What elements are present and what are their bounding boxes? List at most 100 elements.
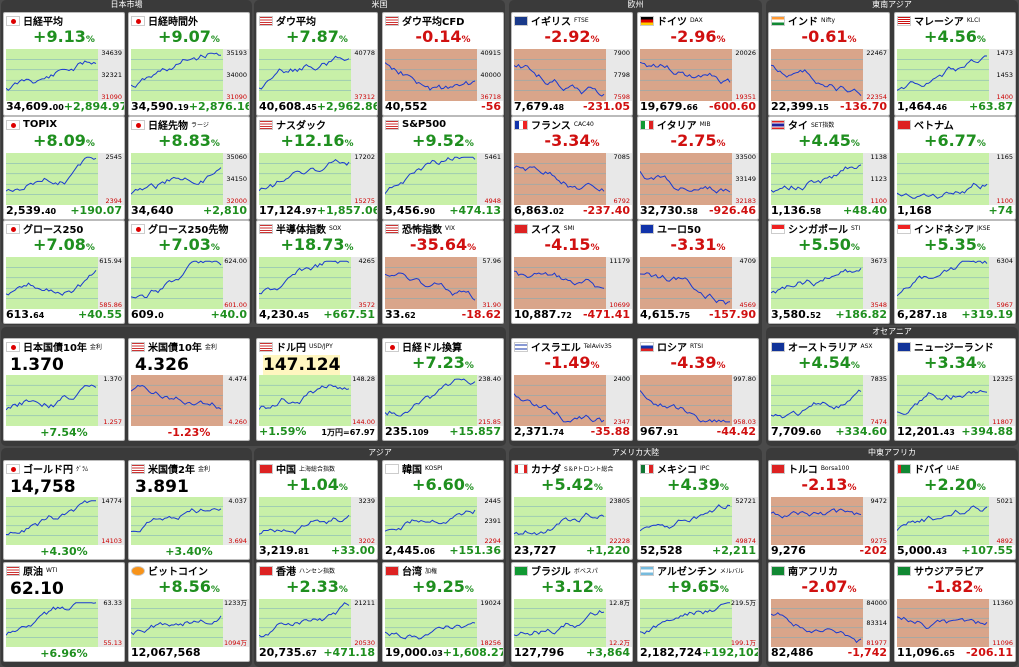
chart-axis-area — [863, 257, 889, 309]
market-card-hk[interactable]: 香港 ハンセン指数 21211 20530 +2.33% 20,735.67 +471.18 — [256, 562, 378, 662]
card-footer: 17,124.97 +1,857.06 — [259, 204, 377, 218]
ar-flag-icon — [640, 565, 654, 576]
change-percent: -2.96% — [670, 27, 726, 46]
market-card-nikkei[interactable]: 日経平均 34639 32321 31090 +9.13% 34,609.00 +2,894… — [3, 12, 125, 116]
market-card-sti[interactable]: シンガポール STI 3673 3548 +5.50% 3,580.52 +186.82 — [768, 220, 890, 324]
market-card-topix[interactable]: TOPIX 2545 2394 +8.09% 2,539.40 +190.07 — [3, 116, 125, 220]
market-card-growth-fut[interactable]: グロース250先物 624.00 601.00 +7.03% 609.0 +40.0 — [128, 220, 250, 324]
card-title: ブラジル — [531, 567, 571, 578]
market-card-euro50[interactable]: ユーロ50 4709 4569 -3.31% 4,615.75 -157.90 — [637, 220, 759, 324]
market-card-dax[interactable]: ドイツ DAX 20026 19351 -2.96% 19,679.66 -600.60 — [637, 12, 759, 116]
market-card-vn[interactable]: ベトナム 1165 1100 +6.77% 1,168 +74 — [894, 116, 1016, 220]
current-value: 235.109 — [385, 425, 429, 438]
market-card-sp500[interactable]: S&P500 5461 4948 +9.52% 5,456.90 +474.13 — [382, 116, 504, 220]
market-card-dow-cfd[interactable]: ダウ平均CFD 40915 40000 36718 -0.14% 40,552 -56 — [382, 12, 504, 116]
axis-tick-label: 9472 — [870, 497, 887, 505]
chart-axis-area — [606, 153, 632, 205]
axis-tick-label: 238.40 — [478, 375, 501, 383]
price-line — [640, 390, 730, 423]
market-card-nifty[interactable]: インド Nifty 22467 22354 -0.61% 22,399.15 -136.70 — [768, 12, 890, 116]
market-card-nk-usd[interactable]: 日経ドル換算 238.40 215.85 +7.23% 235.109 +15.857 — [382, 338, 504, 441]
price-chart: 624.00 601.00 — [131, 257, 249, 309]
tr-flag-icon — [771, 463, 785, 474]
card-footer: 10,887.72 -471.41 — [514, 308, 630, 322]
market-card-wti[interactable]: 原油 WTI 63.33 55.13 62.10 +6.96% — [3, 562, 125, 662]
card-footer: 6,863.02 -237.40 — [514, 204, 630, 218]
price-chart: 23805 22228 — [514, 497, 632, 545]
market-card-nz[interactable]: ニュージーランド 12325 11807 +3.34% 12,201.43 +394.88 — [894, 338, 1016, 441]
change-percent: +8.09% — [33, 131, 95, 150]
price-line — [897, 182, 988, 199]
market-card-turkey[interactable]: トルコ Borsa100 9472 9275 -2.13% 9,276 -202 — [768, 460, 890, 560]
market-card-vix[interactable]: 恐怖指数 VIX 57.96 31.90 -35.64% 33.62 -18.62 — [382, 220, 504, 324]
axis-tick-label: 32183 — [735, 197, 756, 205]
axis-tick-label: 49874 — [735, 537, 756, 545]
market-card-rtsi[interactable]: ロシア RTSI 997.80 958.03 -4.39% 967.91 -44.42 — [637, 338, 759, 441]
market-card-argentina[interactable]: アルゼンチン メルバル 219.5万 199.1万 +9.65% 2,182,724 +19… — [637, 562, 759, 662]
card-title: イタリア — [657, 121, 697, 132]
card-subtitle: TelAviv35 — [583, 343, 612, 350]
market-card-usdjpy[interactable]: ドル円 USD/JPY 148.28 144.00 147.124 +1.59% 1万円=6… — [256, 338, 378, 441]
change-percent: +5.35% — [924, 235, 986, 254]
card-title: グロース250 — [23, 225, 84, 236]
axis-tick-label: 21211 — [354, 599, 375, 607]
market-card-gold[interactable]: ゴールド円 ｸﾞﾗﾑ 14774 14103 14,758 +4.30% — [3, 460, 125, 560]
change-percent: -2.07% — [801, 577, 857, 596]
market-card-ta35[interactable]: イスラエル TelAviv35 2400 2347 -1.49% 2,371.74 -35.… — [511, 338, 633, 441]
market-card-growth250[interactable]: グロース250 615.94 585.86 +7.08% 613.64 +40.55 — [3, 220, 125, 324]
change-value: +48.40 — [842, 204, 887, 217]
card-subtitle: 金利 — [197, 466, 210, 473]
market-card-china[interactable]: 中国 上海総合指数 3239 3202 +1.04% 3,219.81 +33.00 — [256, 460, 378, 560]
market-card-jkse[interactable]: インドネシア JKSE 6304 5967 +5.35% 6,287.18 +319.19 — [894, 220, 1016, 324]
market-card-kospi[interactable]: 韓国 KOSPI 2445 2391 2294 +6.60% 2,445.06 +151.36 — [382, 460, 504, 560]
market-card-ust2[interactable]: 米国債2年 金利 4.037 3.694 3.891 +3.40% — [128, 460, 250, 560]
market-card-dubai[interactable]: ドバイ UAE 5021 4892 +2.20% 5,000.43 +107.55 — [894, 460, 1016, 560]
jp-flag-icon — [6, 463, 20, 474]
price-line — [131, 260, 222, 299]
axis-tick-label: 1453 — [996, 71, 1013, 79]
chart-axis-area — [98, 257, 124, 309]
market-card-dow[interactable]: ダウ平均 40778 37312 +7.87% 40,608.45 +2,962.86 — [256, 12, 378, 116]
market-card-btc[interactable]: ビットコイン 1233万 1094万 +8.56% 12,067,568 — [128, 562, 250, 662]
market-card-canada[interactable]: カナダ S＆Pトロント総合 23805 22228 +5.42% 23,727 +1,220 — [511, 460, 633, 560]
market-card-smi[interactable]: スイス SMI 11179 10699 -4.15% 10,887.72 -471.41 — [511, 220, 633, 324]
market-card-set[interactable]: タイ SET指数 1138 1123 1100 +4.45% 1,136.58 +48.40 — [768, 116, 890, 220]
card-header: ナスダック — [259, 118, 375, 132]
market-card-nasdaq[interactable]: ナスダック 17202 15275 +12.16% 17,124.97 +1,857.06 — [256, 116, 378, 220]
market-card-klci[interactable]: マレーシア KLCI 1473 1453 1400 +4.56% 1,464.46 +63.8… — [894, 12, 1016, 116]
price-chart: 4709 4569 — [640, 257, 758, 309]
market-card-safrica[interactable]: 南アフリカ 84000 83314 81977 -2.07% 82,486 -1,742 — [768, 562, 890, 662]
market-card-jgb10[interactable]: 日本国債10年 金利 1.370 1.257 1.370 +7.54% — [3, 338, 125, 441]
card-header: カナダ S＆Pトロント総合 — [514, 462, 630, 476]
change-value: -206.11 — [965, 646, 1013, 659]
market-card-ust10[interactable]: 米国債10年 金利 4.474 4.260 4.326 -1.23% — [128, 338, 250, 441]
card-title: 米国債2年 — [148, 465, 195, 476]
market-card-taiwan[interactable]: 台湾 加権 19024 18256 +9.25% 19,000.03 +1,608.27 — [382, 562, 504, 662]
axis-tick-label: 36718 — [480, 93, 501, 101]
market-card-mexico[interactable]: メキシコ IPC 52721 49874 +4.39% 52,528 +2,211 — [637, 460, 759, 560]
market-card-nk-fut[interactable]: 日経先物 ラージ 35060 34150 32000 +8.83% 34,640 +2,810 — [128, 116, 250, 220]
axis-tick-label: 32321 — [101, 71, 122, 79]
market-card-saudi[interactable]: サウジアラビア 11360 11096 -1.82% 11,096.65 -206.11 — [894, 562, 1016, 662]
axis-tick-label: 83314 — [866, 619, 887, 627]
market-card-mib[interactable]: イタリア MIB 33500 33149 32183 -2.75% 32,730.58 -92… — [637, 116, 759, 220]
change-value: +107.55 — [961, 544, 1013, 557]
market-card-cac[interactable]: フランス CAC40 7085 6792 -3.34% 6,863.02 -237.40 — [511, 116, 633, 220]
chart-axis-area — [351, 497, 377, 545]
market-card-nikkei-night[interactable]: 日経時間外 35193 34000 31090 +9.07% 34,590.19 +2,87… — [128, 12, 250, 116]
price-line — [514, 270, 605, 289]
change-value: +15.857 — [449, 425, 501, 438]
card-title: アルゼンチン — [657, 567, 717, 578]
chart-axis-area — [732, 49, 758, 101]
price-line — [640, 171, 731, 194]
il-flag-icon — [514, 341, 528, 352]
market-card-sox[interactable]: 半導体指数 SOX 4265 3572 +18.73% 4,230.45 +667.51 — [256, 220, 378, 324]
market-card-ftse[interactable]: イギリス FTSE 7900 7798 7598 -2.92% 7,679.48 -231.0… — [511, 12, 633, 116]
card-title: ベトナム — [914, 121, 954, 132]
card-title: イギリス — [531, 17, 571, 28]
market-card-asx[interactable]: オーストラリア ASX 7835 7474 +4.54% 7,709.60 +334.60 — [768, 338, 890, 441]
axis-tick-label: 1094万 — [224, 639, 248, 647]
change-percent: -0.61% — [801, 27, 857, 46]
market-card-brazil[interactable]: ブラジル ボベスパ 12.8万 12.2万 +3.12% 127,796 +3,864 — [511, 562, 633, 662]
hk-flag-icon — [259, 565, 273, 576]
